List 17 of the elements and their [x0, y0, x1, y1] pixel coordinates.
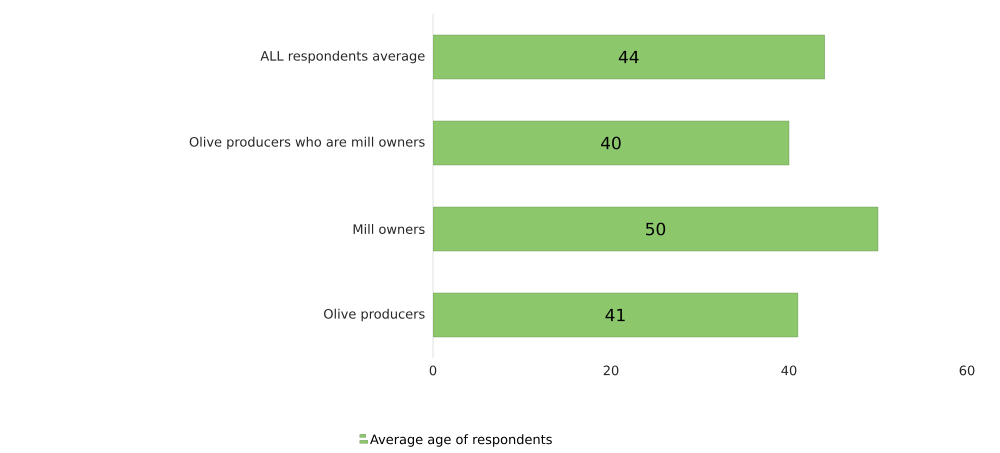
- y-tick-label: Mill owners: [354, 224, 425, 234]
- y-tick-label: Olive producers who are mill owners: [190, 136, 425, 150]
- x-tick-label: 40: [781, 366, 796, 376]
- data-label: 41: [606, 308, 625, 322]
- y-tick-label: Olive producers: [324, 308, 425, 322]
- x-tick-label: 60: [960, 366, 974, 376]
- x-tick-label: 0: [430, 366, 436, 376]
- data-label: 40: [601, 136, 621, 150]
- data-label: 44: [618, 50, 639, 64]
- legend-label: Average age of respondents: [370, 434, 552, 447]
- x-tick-label: 20: [604, 366, 618, 376]
- bar: [433, 34, 825, 80]
- bar: [433, 120, 790, 166]
- bar: [433, 292, 798, 338]
- data-label: 50: [646, 222, 666, 236]
- bar: [433, 206, 878, 252]
- y-tick-label: ALL respondents average: [260, 50, 425, 64]
